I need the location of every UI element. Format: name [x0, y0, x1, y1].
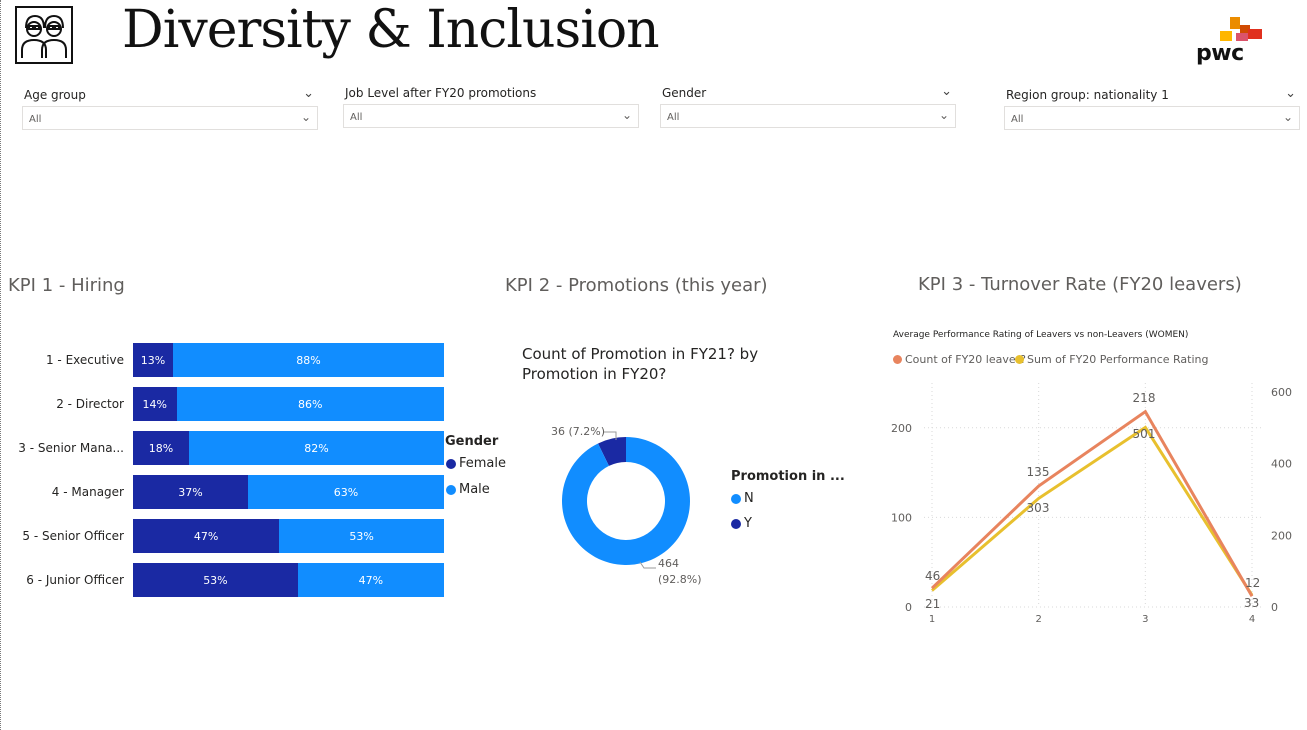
kpi3-title: KPI 3 - Turnover Rate (FY20 leavers): [918, 274, 1242, 295]
bar-male[interactable]: 47%: [297, 563, 444, 597]
chevron-down-icon[interactable]: ⌄: [1282, 110, 1293, 124]
legend-title: Gender: [445, 434, 499, 449]
category-label: 2 - Director: [56, 397, 124, 411]
bar-female[interactable]: 13%: [133, 343, 174, 377]
series-line-count[interactable]: [930, 409, 1254, 597]
chevron-down-icon[interactable]: ⌄: [300, 110, 311, 124]
y-right-tick-label: 200: [1271, 529, 1292, 542]
donut-slice-n[interactable]: [562, 437, 691, 565]
canvas-left-border: [0, 0, 3, 730]
chevron-down-icon[interactable]: ⌄: [621, 108, 632, 122]
line-chart-title: Average Performance Rating of Leavers vs…: [893, 330, 1189, 340]
y-right-tick-label: 400: [1271, 458, 1292, 471]
bar-male[interactable]: 82%: [188, 431, 444, 465]
slicer-job-level[interactable]: Job Level after FY20 promotions All ⌄: [343, 86, 639, 136]
donut-label-y: 36 (7.2%): [551, 425, 606, 438]
legend-dot: [446, 484, 456, 495]
data-label-count: 12: [1245, 576, 1260, 590]
age-group-dropdown[interactable]: All ⌄: [22, 106, 318, 130]
category-label: 4 - Manager: [51, 485, 124, 499]
bar-female[interactable]: 14%: [133, 387, 177, 421]
legend-label: N: [744, 491, 754, 506]
legend-item-male[interactable]: Male: [446, 482, 490, 497]
legend-dot: [893, 355, 902, 364]
page-title: Diversity & Inclusion: [122, 0, 660, 60]
data-label-count: 21: [925, 597, 940, 611]
data-label-sum: 303: [1027, 501, 1050, 515]
bar-male[interactable]: 88%: [173, 343, 444, 377]
region-group-dropdown[interactable]: All ⌄: [1004, 106, 1300, 130]
x-tick-label: 2: [1035, 614, 1041, 625]
bar-female[interactable]: 37%: [133, 475, 249, 509]
legend-label: Female: [459, 456, 507, 471]
x-tick-label: 1: [929, 614, 935, 625]
slicer-label: Region group: nationality 1: [1006, 88, 1169, 102]
chevron-down-icon[interactable]: ⌄: [938, 108, 949, 122]
legend-label: Y: [744, 516, 752, 531]
slicer-label: Age group: [24, 88, 86, 102]
donut-slice-y[interactable]: [598, 437, 626, 466]
data-label-sum: 46: [925, 569, 940, 583]
x-tick-label: 3: [1142, 614, 1148, 625]
legend-item-sum[interactable]: Sum of FY20 Performance Rating: [1015, 353, 1208, 366]
category-label: 5 - Senior Officer: [22, 529, 124, 543]
category-label: 1 - Executive: [45, 353, 124, 367]
legend-label: Male: [459, 482, 490, 497]
legend-dot: [446, 458, 456, 469]
y-left-tick-label: 0: [905, 601, 912, 614]
series-line-sum[interactable]: [931, 425, 1254, 596]
legend-item-y[interactable]: Y: [731, 516, 752, 531]
legend-title: Promotion in ...: [731, 469, 845, 484]
leader-line: [604, 431, 617, 440]
category-label: 6 - Junior Officer: [26, 573, 124, 587]
slicer-label: Job Level after FY20 promotions: [345, 86, 537, 100]
category-label: 3 - Senior Mana...: [18, 441, 124, 455]
chevron-down-icon[interactable]: ⌄: [941, 84, 952, 99]
legend-label: Sum of FY20 Performance Rating: [1027, 353, 1209, 366]
y-right-tick-label: 0: [1271, 601, 1278, 614]
bar-male[interactable]: 86%: [176, 387, 444, 421]
bar-male[interactable]: 53%: [279, 519, 444, 553]
y-left-tick-label: 200: [891, 422, 912, 435]
chevron-down-icon[interactable]: ⌄: [303, 86, 314, 101]
x-tick-label: 4: [1249, 614, 1255, 625]
bar-female[interactable]: 18%: [133, 431, 189, 465]
dropdown-value: All: [667, 112, 680, 123]
slicer-label: Gender: [662, 86, 707, 100]
donut-label-n-count: 464: [658, 557, 679, 570]
bar-male[interactable]: 63%: [248, 475, 444, 509]
donut-label-n-pct: (92.8%): [658, 573, 702, 586]
bar-female[interactable]: 47%: [133, 519, 280, 553]
kpi2-title: KPI 2 - Promotions (this year): [505, 275, 768, 296]
dropdown-value: All: [350, 112, 363, 123]
job-level-dropdown[interactable]: All ⌄: [343, 104, 639, 128]
dropdown-value: All: [29, 114, 42, 125]
y-left-tick-label: 100: [891, 511, 912, 524]
leader-line: [639, 561, 656, 569]
legend-item-count[interactable]: Count of FY20 leaver?: [893, 353, 1026, 366]
people-icon: [15, 6, 73, 64]
kpi1-title: KPI 1 - Hiring: [8, 275, 125, 296]
slicer-gender[interactable]: Gender ⌄ All ⌄: [660, 84, 956, 136]
y-right-tick-label: 600: [1271, 386, 1292, 399]
legend-item-female[interactable]: Female: [446, 456, 506, 471]
legend-dot: [731, 518, 741, 529]
bar-female[interactable]: 53%: [133, 563, 298, 597]
legend-label: Count of FY20 leaver?: [905, 353, 1027, 366]
legend-dot: [731, 493, 741, 504]
donut-chart-title: Count of Promotion in FY21? by Promotion…: [522, 345, 759, 383]
pwc-logo: pwc: [1190, 15, 1270, 70]
slicer-age-group[interactable]: Age group ⌄ All ⌄: [22, 86, 318, 138]
data-label-count: 218: [1133, 391, 1156, 405]
dropdown-value: All: [1011, 114, 1024, 125]
legend-item-n[interactable]: N: [731, 491, 754, 506]
gender-dropdown[interactable]: All ⌄: [660, 104, 956, 128]
data-label-sum: 501: [1133, 427, 1156, 441]
legend-dot: [1015, 355, 1024, 364]
pwc-wordmark: pwc: [1196, 41, 1244, 66]
data-label-sum: 33: [1244, 596, 1259, 610]
data-label-count: 135: [1027, 465, 1050, 479]
chevron-down-icon[interactable]: ⌄: [1285, 86, 1296, 101]
slicer-region-group[interactable]: Region group: nationality 1 ⌄ All ⌄: [1004, 86, 1300, 138]
